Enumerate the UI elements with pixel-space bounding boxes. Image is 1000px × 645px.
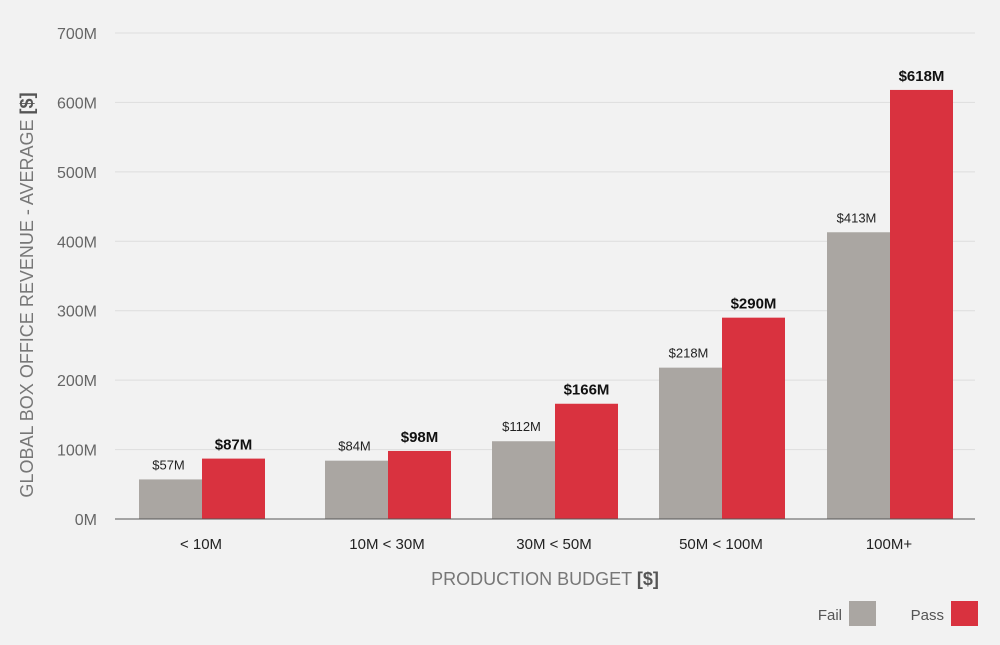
legend-swatch-fail bbox=[849, 601, 876, 626]
y-axis-ticks: 0M 100M 200M 300M 400M 500M 600M 700M bbox=[57, 26, 97, 529]
x-tick-label: 50M < 100M bbox=[679, 536, 763, 553]
y-tick-label: 600M bbox=[57, 95, 97, 112]
y-tick-label: 500M bbox=[57, 165, 97, 182]
data-label-fail: $413M bbox=[837, 210, 877, 225]
data-label-pass: $290M bbox=[731, 296, 777, 313]
x-axis-ticks: < 10M 10M < 30M 30M < 50M 50M < 100M 100M+ bbox=[180, 536, 912, 553]
y-tick-label: 300M bbox=[57, 304, 97, 321]
bars bbox=[139, 89, 953, 519]
legend-label-pass: Pass bbox=[911, 607, 944, 624]
legend-swatch-pass bbox=[951, 601, 978, 626]
y-tick-label: 0M bbox=[75, 512, 97, 529]
y-tick-label: 400M bbox=[57, 234, 97, 251]
x-tick-label: < 10M bbox=[180, 536, 222, 553]
bar-fail bbox=[827, 232, 890, 519]
legend-label-fail: Fail bbox=[818, 607, 842, 624]
data-label-pass: $166M bbox=[564, 382, 610, 399]
x-tick-label: 100M+ bbox=[866, 536, 913, 553]
x-axis-title: PRODUCTION BUDGET [$] bbox=[431, 569, 659, 589]
y-tick-label: 700M bbox=[57, 26, 97, 43]
bar-pass bbox=[555, 403, 618, 519]
legend: Fail Pass bbox=[818, 601, 978, 626]
bar-pass bbox=[890, 89, 953, 519]
bar-fail bbox=[659, 367, 722, 519]
gridlines bbox=[115, 32, 975, 451]
data-label-pass: $98M bbox=[401, 429, 439, 446]
data-label-pass: $618M bbox=[899, 68, 945, 85]
data-label-fail: $218M bbox=[669, 346, 709, 361]
y-axis-title: GLOBAL BOX OFFICE REVENUE - AVERAGE [$] bbox=[17, 92, 37, 497]
data-label-fail: $84M bbox=[338, 439, 371, 454]
bar-pass bbox=[722, 317, 785, 519]
bar-labels: $57M $87M $84M $98M $112M $166M $218M $290M $413… bbox=[152, 68, 944, 472]
data-label-pass: $87M bbox=[215, 437, 253, 454]
data-label-fail: $57M bbox=[152, 457, 185, 472]
y-tick-label: 200M bbox=[57, 373, 97, 390]
x-tick-label: 10M < 30M bbox=[349, 536, 424, 553]
y-tick-label: 100M bbox=[57, 443, 97, 460]
bar-pass bbox=[202, 458, 265, 519]
bar-pass bbox=[388, 450, 451, 519]
bar-fail bbox=[325, 460, 388, 519]
bar-fail bbox=[492, 441, 555, 519]
x-tick-label: 30M < 50M bbox=[516, 536, 591, 553]
data-label-fail: $112M bbox=[502, 419, 541, 434]
bar-fail bbox=[139, 479, 202, 519]
